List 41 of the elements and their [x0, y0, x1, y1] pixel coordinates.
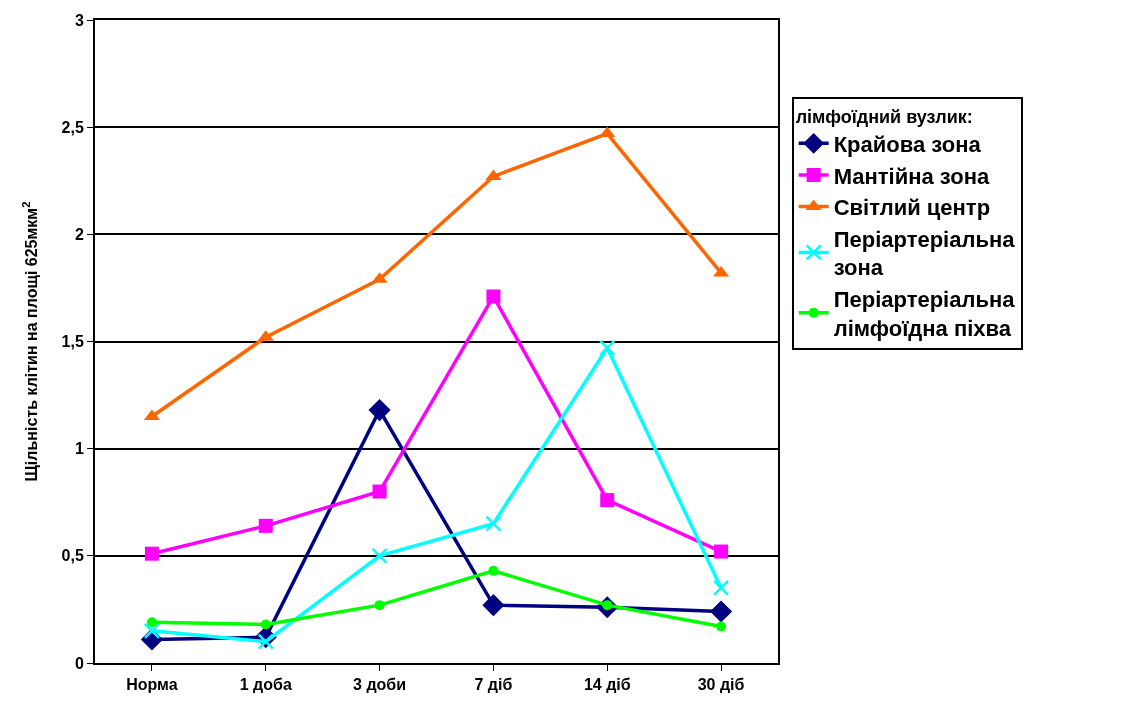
x-tick-label: 30 діб — [697, 676, 745, 694]
point — [144, 546, 159, 561]
legend-label: Мантійна зона — [833, 163, 990, 189]
legend-title: лімфоїдний вузлик: — [795, 106, 973, 127]
legend-label: Світлий центр — [833, 195, 991, 221]
point — [371, 547, 388, 565]
point — [716, 621, 727, 632]
point — [485, 515, 502, 532]
x-tick-label: 7 діб — [474, 676, 513, 694]
legend-label: Періартеріальна лімфоїдна піхва — [833, 286, 1016, 341]
point — [258, 518, 273, 533]
y-tick-label: 0,5 — [61, 547, 84, 565]
legend-label: Крайова зона — [833, 131, 982, 157]
point — [374, 600, 385, 611]
x-tick-label: Норма — [126, 676, 178, 694]
x-tick-label: 3 доби — [353, 676, 407, 694]
point — [712, 579, 730, 597]
point — [714, 544, 729, 559]
point — [488, 565, 499, 576]
y-tick-label: 0 — [74, 654, 84, 672]
point — [146, 617, 157, 628]
point — [257, 633, 274, 650]
x-tick-label: 1 доба — [239, 676, 292, 694]
x-tick-label: 14 діб — [583, 676, 631, 694]
point — [260, 619, 271, 630]
point — [143, 409, 160, 421]
y-tick-label: 2 — [74, 225, 84, 243]
point — [713, 265, 730, 277]
point — [599, 126, 616, 138]
point — [710, 600, 733, 623]
legend-label: Періартеріальна зона — [833, 226, 1016, 281]
point — [368, 399, 391, 422]
point — [482, 594, 505, 617]
y-tick-label: 2,5 — [61, 118, 84, 136]
point — [486, 289, 501, 304]
y-tick-label: 1,5 — [61, 333, 84, 351]
y-tick-label: 3 — [74, 11, 84, 29]
y-tick-label: 1 — [74, 440, 84, 458]
point — [372, 484, 387, 499]
point — [600, 493, 615, 508]
point — [599, 339, 616, 357]
